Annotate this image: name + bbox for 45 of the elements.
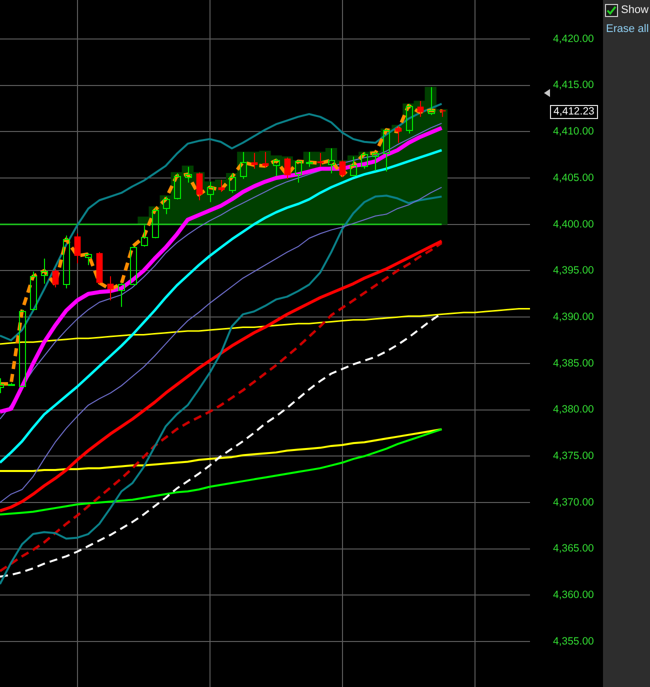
y-tick-label: 4,370.00	[553, 496, 594, 508]
y-tick-label: 4,395.00	[553, 264, 594, 277]
candlestick	[41, 258, 48, 284]
candlestick	[30, 271, 37, 312]
y-tick-label: 4,415.00	[553, 79, 594, 92]
y-tick-label: 4,405.00	[553, 172, 594, 184]
y-tick-label: 4,390.00	[553, 310, 594, 323]
candlestick	[207, 181, 214, 203]
candlestick	[273, 158, 280, 177]
text: 4,412.23	[554, 105, 595, 118]
text: Show	[621, 3, 649, 17]
candlestick	[350, 156, 357, 177]
candlestick	[383, 128, 390, 172]
candlestick	[328, 148, 335, 174]
y-tick-label: 4,385.00	[553, 357, 594, 370]
y-tick-label: 4,355.00	[553, 635, 594, 648]
candlestick	[339, 160, 346, 178]
y-tick-label: 4,420.00	[553, 32, 594, 45]
candlestick	[417, 100, 424, 118]
candlestick	[118, 282, 125, 308]
y-tick-label: 4,380.00	[553, 404, 594, 416]
candlestick	[185, 166, 192, 184]
candlestick	[262, 152, 269, 168]
candlestick	[428, 86, 435, 116]
y-tick-label: 4,365.00	[553, 542, 594, 555]
candlestick	[52, 268, 59, 288]
candlestick	[85, 252, 92, 266]
y-tick-label: 4,410.00	[553, 126, 594, 138]
candlestick	[107, 276, 114, 301]
candlestick	[141, 224, 148, 248]
y-tick-label: 4,360.00	[553, 589, 594, 602]
candlestick	[63, 234, 70, 289]
candlestick	[251, 152, 258, 170]
candlestick	[163, 196, 170, 215]
candlestick	[306, 152, 313, 168]
y-tick-label: 4,375.00	[553, 450, 594, 462]
candlestick	[284, 157, 291, 180]
candlestick	[240, 152, 247, 180]
line-series	[0, 242, 443, 572]
candlestick	[196, 172, 203, 201]
text: Erase all	[606, 22, 649, 36]
candlestick	[74, 233, 81, 264]
candlestick	[372, 152, 379, 172]
candlestick	[295, 160, 302, 184]
y-tick-label: 4,400.00	[553, 218, 594, 230]
